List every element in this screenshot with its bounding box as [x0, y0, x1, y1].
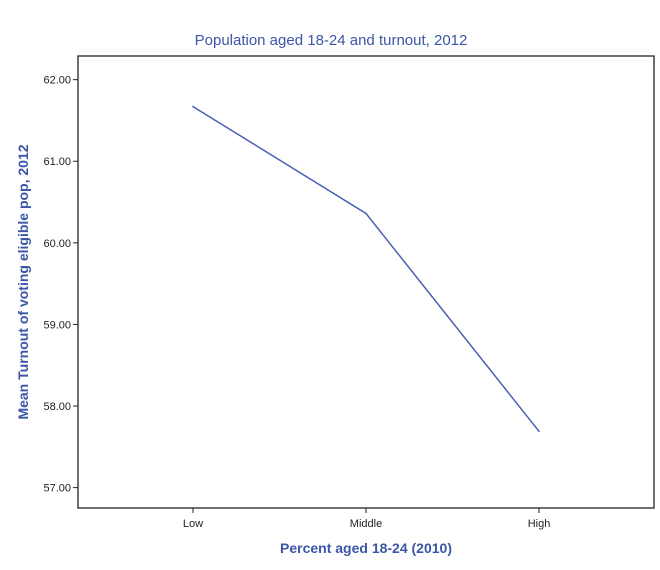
chart-title: Population aged 18-24 and turnout, 2012 [195, 32, 468, 49]
plot-area [77, 55, 655, 509]
data-point-low [192, 105, 194, 108]
y-tick-label: 60.00 [43, 238, 71, 250]
x-tick-label: Middle [350, 518, 382, 530]
y-tick-label: 58.00 [43, 401, 71, 413]
series-line [192, 105, 540, 432]
y-tick-label: 61.00 [43, 156, 71, 168]
x-tick-label: Low [183, 518, 203, 530]
y-tick-label: 62.00 [43, 75, 71, 87]
data-point-high [538, 430, 540, 433]
data-point-middle [365, 212, 367, 215]
x-tick-label: High [528, 518, 551, 530]
y-axis-label: Mean Turnout of voting eligible pop, 201… [15, 144, 31, 419]
x-axis-label: Percent aged 18-24 (2010) [280, 540, 452, 556]
y-tick-label: 59.00 [43, 319, 71, 331]
y-tick-label: 57.00 [43, 483, 71, 495]
